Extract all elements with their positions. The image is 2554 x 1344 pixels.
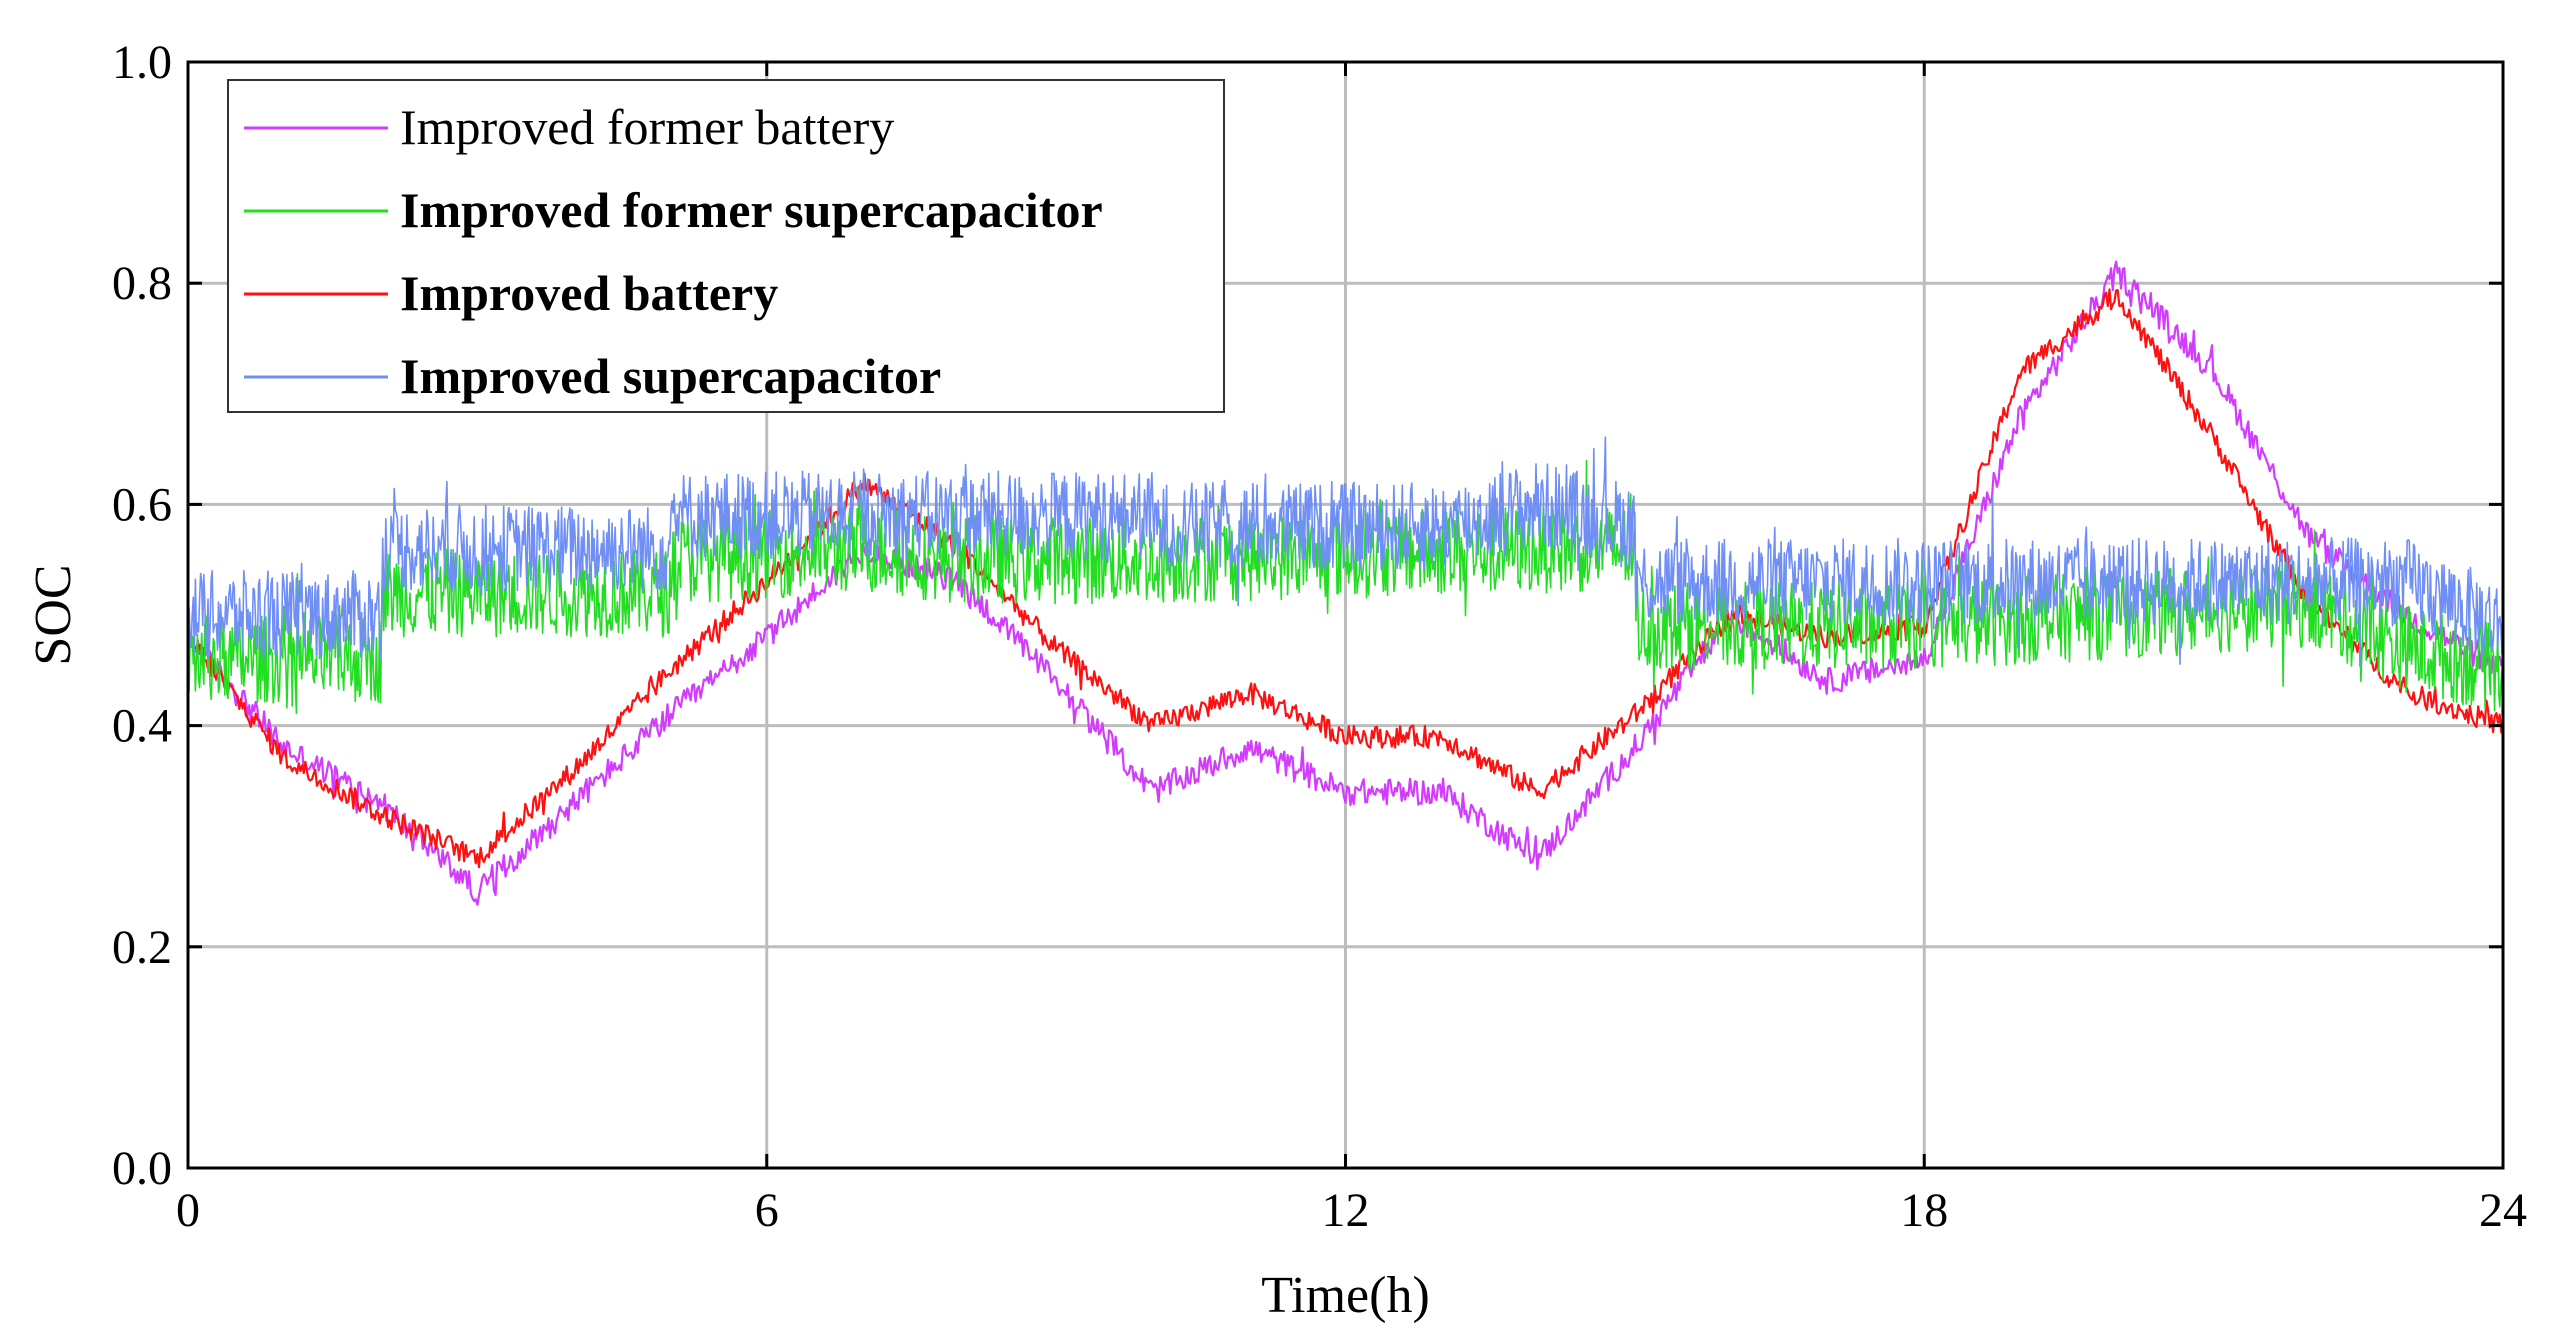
legend-label-improved-supercapacitor: Improved supercapacitor bbox=[400, 348, 941, 404]
y-tick-label: 0.2 bbox=[112, 921, 172, 974]
y-tick-label: 0.8 bbox=[112, 257, 172, 310]
y-tick-label: 1.0 bbox=[112, 36, 172, 89]
legend-label-improved-former-battery: Improved former battery bbox=[400, 99, 894, 155]
y-tick-label: 0.0 bbox=[112, 1142, 172, 1195]
x-tick-label: 6 bbox=[755, 1184, 779, 1237]
x-tick-label: 0 bbox=[176, 1184, 200, 1237]
legend-box bbox=[227, 79, 1225, 413]
legend-label-improved-battery: Improved battery bbox=[400, 265, 778, 321]
x-axis-title: Time(h) bbox=[1261, 1267, 1430, 1324]
legend-entry-improved-former-battery: Improved former battery bbox=[244, 99, 894, 155]
y-tick-label: 0.6 bbox=[112, 478, 172, 531]
legend: Improved former battery Improved former … bbox=[227, 79, 1225, 413]
data-series bbox=[186, 260, 2505, 906]
axis-ticks: 0 6 12 18 24 0.0 0.2 0.4 0.6 0.8 1.0 bbox=[112, 36, 2527, 1237]
legend-entry-improved-former-supercapacitor: Improved former supercapacitor bbox=[244, 182, 1103, 238]
x-tick-label: 24 bbox=[2479, 1184, 2527, 1237]
series-line-improved-battery bbox=[186, 288, 2505, 869]
legend-entry-improved-battery: Improved battery bbox=[244, 265, 778, 321]
y-tick-label: 0.4 bbox=[112, 700, 172, 753]
legend-entry-improved-supercapacitor: Improved supercapacitor bbox=[244, 348, 941, 404]
series-line-improved-former-battery bbox=[186, 260, 2505, 906]
x-tick-label: 12 bbox=[1322, 1184, 1370, 1237]
series-line-improved-supercapacitor bbox=[187, 436, 2504, 667]
legend-label-improved-former-supercapacitor: Improved former supercapacitor bbox=[400, 182, 1103, 238]
y-axis-title: SOC bbox=[25, 564, 82, 665]
x-tick-label: 18 bbox=[1900, 1184, 1948, 1237]
